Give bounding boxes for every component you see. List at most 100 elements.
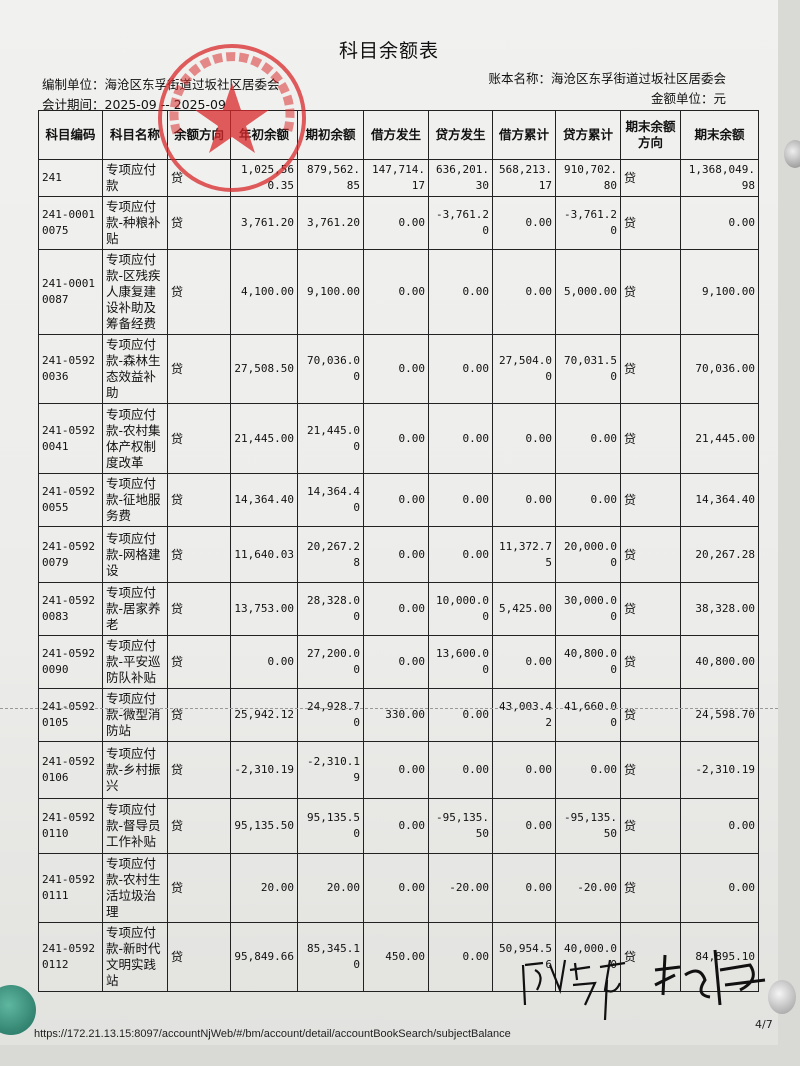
opening-year-balance-cell: 20.00 [230,853,298,923]
subject-name-cell: 专项应付款-种粮补贴 [102,196,168,250]
table-row: 241-00010087 专项应付款-区残疾人康复建设补助及筹备经费贷 4,100.… [38,249,759,335]
debit-amount-cell: 0.00 [363,582,429,636]
opening-year-balance-cell: 4,100.00 [230,249,298,335]
page-url: https://172.21.13.15:8097/accountNjWeb/#… [34,1028,511,1040]
credit-amount-cell: 0.00 [428,334,493,404]
closing-balance-cell: 40,800.00 [680,635,759,689]
credit-cumulative-cell: -95,135.50 [555,798,621,854]
amount-unit: 金额单位：元 [650,91,726,106]
balance-direction-cell: 贷 [167,635,231,689]
subject-code-cell: 241-05920079 [38,526,103,583]
debit-amount-cell: 330.00 [363,688,429,742]
table-row: 241-05920105 专项应付款-微型消防站贷 25,942.12 24,928.… [38,688,759,742]
balance-direction-cell: 贷 [167,249,231,335]
closing-balance-cell: 14,364.40 [680,473,759,527]
opening-period-balance-cell: 20,267.28 [297,526,364,583]
table-row: 241 专项应付款贷 1,025,560.35 879,562.85 147,714.1… [38,159,759,197]
debit-cumulative-cell: 0.00 [492,798,556,854]
opening-period-balance-cell: 85,345.10 [297,922,364,992]
debit-cumulative-cell: 27,504.00 [492,334,556,404]
closing-direction-cell: 贷 [620,334,681,404]
debit-amount-cell: 0.00 [363,196,429,250]
table-row: 241-05920055 专项应付款-征地服务费贷 14,364.40 14,364.… [38,473,759,527]
subject-code-cell: 241-05920090 [38,635,103,689]
closing-direction-cell: 贷 [620,688,681,742]
debit-amount-cell: 0.00 [363,635,429,689]
subject-name-cell: 专项应付款-新时代文明实践站 [102,922,168,992]
column-header: 科目编码 [38,110,103,160]
table-row: 241-05920110 专项应付款-督导员工作补贴贷 95,135.50 95,13… [38,798,759,854]
balance-table: 科目编码 科目名称 余额方向 年初余额 期初余额 借方发生 贷方发生 借方累计 贷方累计 期末余额… [38,110,759,992]
subject-code-cell: 241-05920111 [38,853,103,923]
opening-period-balance-cell: 879,562.85 [297,159,364,197]
credit-amount-cell: -3,761.20 [428,196,493,250]
column-header: 余额方向 [167,110,231,160]
document-page: 科目余额表 编制单位：海沧区东孚街道过坂社区居委会 会计期间：2025-09 -… [0,0,778,1045]
subject-code-cell: 241 [38,159,103,197]
debit-amount-cell: 0.00 [363,334,429,404]
subject-name-cell: 专项应付款-乡村振兴 [102,741,168,799]
table-row: 241-05920041 专项应付款-农村集体产权制度改革贷 21,445.00 21… [38,403,759,474]
credit-cumulative-cell: -20.00 [555,853,621,923]
debit-cumulative-cell: 0.00 [492,403,556,474]
closing-balance-cell: 24,598.70 [680,688,759,742]
balance-direction-cell: 贷 [167,196,231,250]
debit-cumulative-cell: 568,213.17 [492,159,556,197]
opening-period-balance-cell: -2,310.19 [297,741,364,799]
credit-amount-cell: 0.00 [428,473,493,527]
subject-name-cell: 专项应付款-区残疾人康复建设补助及筹备经费 [102,249,168,335]
closing-direction-cell: 贷 [620,196,681,250]
subject-code-cell: 241-05920106 [38,741,103,799]
subject-name-cell: 专项应付款-居家养老 [102,582,168,636]
debit-amount-cell: 147,714.17 [363,159,429,197]
page-number: 4/7 [755,1018,773,1031]
debit-cumulative-cell: 0.00 [492,249,556,335]
subject-code-cell: 241-00010087 [38,249,103,335]
credit-cumulative-cell: -3,761.20 [555,196,621,250]
balance-direction-cell: 贷 [167,159,231,197]
table-row: 241-05920106 专项应付款-乡村振兴贷 -2,310.19 -2,310.1… [38,741,759,799]
credit-cumulative-cell: 0.00 [555,741,621,799]
closing-balance-cell: 0.00 [680,196,759,250]
credit-amount-cell: 0.00 [428,688,493,742]
credit-cumulative-cell: 40,000.00 [555,922,621,992]
closing-balance-cell: 20,267.28 [680,526,759,583]
opening-period-balance-cell: 20.00 [297,853,364,923]
subject-name-cell: 专项应付款-征地服务费 [102,473,168,527]
opening-year-balance-cell: 3,761.20 [230,196,298,250]
opening-period-balance-cell: 9,100.00 [297,249,364,335]
subject-code-cell: 241-05920105 [38,688,103,742]
closing-direction-cell: 贷 [620,798,681,854]
closing-balance-cell: 21,445.00 [680,403,759,474]
balance-direction-cell: 贷 [167,582,231,636]
subject-name-cell: 专项应付款-农村集体产权制度改革 [102,403,168,474]
opening-year-balance-cell: 21,445.00 [230,403,298,474]
subject-name-cell: 专项应付款-森林生态效益补助 [102,334,168,404]
closing-direction-cell: 贷 [620,249,681,335]
balance-direction-cell: 贷 [167,922,231,992]
subject-code-cell: 241-05920112 [38,922,103,992]
debit-cumulative-cell: 0.00 [492,196,556,250]
balance-direction-cell: 贷 [167,798,231,854]
column-header: 期末余额 [680,110,759,160]
balance-direction-cell: 贷 [167,473,231,527]
balance-direction-cell: 贷 [167,688,231,742]
closing-direction-cell: 贷 [620,403,681,474]
debit-cumulative-cell: 0.00 [492,853,556,923]
column-header: 贷方发生 [428,110,493,160]
document-title: 科目余额表 [338,40,439,62]
opening-year-balance-cell: 13,753.00 [230,582,298,636]
opening-period-balance-cell: 14,364.40 [297,473,364,527]
subject-name-cell: 专项应付款 [102,159,168,197]
opening-year-balance-cell: 95,849.66 [230,922,298,992]
ledger-name: 账本名称：海沧区东孚街道过坂社区居委会 [488,71,726,86]
magnet-pin [784,140,800,168]
debit-amount-cell: 0.00 [363,798,429,854]
subject-code-cell: 241-05920055 [38,473,103,527]
subject-name-cell: 专项应付款-微型消防站 [102,688,168,742]
closing-balance-cell: 0.00 [680,798,759,854]
debit-amount-cell: 0.00 [363,473,429,527]
debit-cumulative-cell: 5,425.00 [492,582,556,636]
credit-cumulative-cell: 30,000.00 [555,582,621,636]
credit-amount-cell: 0.00 [428,249,493,335]
